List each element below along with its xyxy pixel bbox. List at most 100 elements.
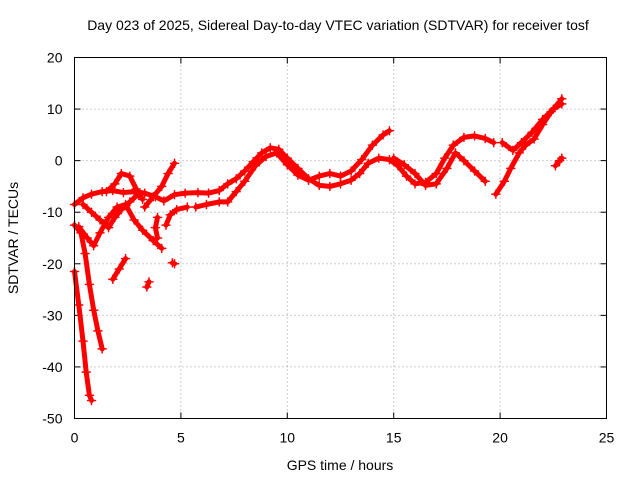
plus-marker bbox=[214, 185, 224, 196]
plus-marker bbox=[529, 134, 539, 144]
plus-marker bbox=[537, 114, 548, 125]
plus-marker bbox=[201, 199, 212, 210]
plus-marker bbox=[97, 344, 107, 354]
plus-marker bbox=[116, 204, 127, 215]
plus-marker bbox=[459, 155, 469, 166]
plus-marker bbox=[139, 202, 150, 212]
plus-marker bbox=[165, 210, 176, 220]
plus-marker bbox=[363, 158, 373, 168]
plus-marker bbox=[152, 212, 163, 223]
plus-marker bbox=[469, 131, 480, 141]
series-secondary-track bbox=[191, 125, 395, 212]
plus-marker bbox=[410, 168, 420, 179]
plus-marker bbox=[505, 163, 516, 174]
y-tick-label: 20 bbox=[47, 50, 63, 66]
plus-marker bbox=[182, 202, 193, 212]
plus-marker bbox=[95, 215, 105, 225]
plus-marker bbox=[440, 153, 450, 163]
plus-marker bbox=[129, 215, 139, 225]
plus-marker bbox=[314, 171, 324, 181]
plus-marker bbox=[508, 145, 518, 156]
plus-marker bbox=[169, 158, 180, 168]
plus-marker bbox=[557, 99, 567, 109]
plus-marker bbox=[169, 189, 180, 200]
plus-marker bbox=[82, 233, 93, 243]
plus-marker bbox=[469, 166, 480, 176]
plus-marker bbox=[399, 160, 410, 170]
plus-marker bbox=[557, 153, 567, 163]
plus-marker bbox=[346, 175, 356, 185]
plus-marker bbox=[420, 180, 431, 191]
plus-marker bbox=[116, 168, 127, 179]
plus-marker bbox=[401, 171, 412, 181]
plus-marker bbox=[257, 148, 267, 158]
plus-marker bbox=[78, 336, 88, 346]
plus-marker bbox=[282, 160, 293, 170]
plus-marker bbox=[142, 282, 152, 292]
plus-marker bbox=[148, 191, 158, 202]
plus-marker bbox=[497, 137, 507, 148]
y-tick-label: 0 bbox=[55, 153, 63, 169]
plus-marker bbox=[88, 240, 99, 251]
y-tick-label: -10 bbox=[42, 204, 62, 220]
plus-marker bbox=[514, 148, 525, 158]
plus-marker bbox=[144, 277, 154, 287]
y-tick-label: -20 bbox=[42, 256, 62, 272]
plus-marker bbox=[367, 140, 378, 150]
plus-marker bbox=[101, 186, 112, 197]
data-series bbox=[69, 94, 567, 406]
plus-marker bbox=[459, 132, 469, 143]
series-branch-short bbox=[150, 212, 163, 243]
series-end-blip bbox=[550, 153, 567, 171]
plus-marker bbox=[93, 326, 103, 336]
plus-marker bbox=[410, 179, 420, 189]
x-tick-label: 25 bbox=[599, 430, 615, 446]
series-hump-one bbox=[101, 168, 148, 205]
plus-marker bbox=[314, 180, 324, 191]
plus-marker bbox=[431, 179, 442, 189]
plus-marker bbox=[159, 196, 169, 206]
plus-marker bbox=[137, 194, 148, 205]
plus-marker bbox=[80, 248, 90, 259]
plus-marker bbox=[214, 197, 224, 207]
plus-marker bbox=[118, 187, 129, 198]
plus-marker bbox=[191, 202, 201, 212]
plus-marker bbox=[499, 176, 510, 187]
plus-marker bbox=[81, 367, 91, 377]
plus-marker bbox=[431, 168, 442, 179]
plus-marker bbox=[261, 151, 271, 162]
plus-marker bbox=[125, 197, 135, 207]
x-axis-label: GPS time / hours bbox=[287, 457, 394, 473]
series-line bbox=[193, 128, 392, 210]
plus-marker bbox=[527, 127, 537, 138]
series-line bbox=[163, 204, 190, 228]
y-axis-label: SDTVAR / TECUs bbox=[5, 182, 21, 294]
plus-marker bbox=[222, 197, 233, 207]
plus-marker bbox=[516, 137, 527, 148]
plus-marker bbox=[131, 184, 141, 194]
plus-marker bbox=[271, 148, 282, 158]
plus-marker bbox=[114, 264, 124, 274]
plus-marker bbox=[78, 199, 88, 210]
series-isolated bbox=[167, 258, 180, 269]
x-tick-label: 10 bbox=[280, 430, 296, 446]
plus-marker bbox=[250, 161, 261, 171]
x-tick-label: 0 bbox=[71, 430, 79, 446]
plus-marker bbox=[378, 130, 388, 140]
plus-marker bbox=[388, 153, 399, 163]
plus-marker bbox=[84, 279, 95, 290]
plus-marker bbox=[86, 395, 97, 406]
series-wiggle-two bbox=[78, 189, 144, 233]
plus-marker bbox=[293, 170, 303, 180]
plus-marker bbox=[86, 207, 97, 217]
y-tick-label: -40 bbox=[42, 359, 62, 375]
plus-marker bbox=[110, 212, 120, 223]
y-tick-label: -30 bbox=[42, 307, 62, 323]
plus-marker bbox=[95, 228, 105, 238]
plus-marker bbox=[491, 189, 501, 199]
plus-marker bbox=[325, 181, 335, 192]
series-late-rise-lower bbox=[497, 99, 567, 156]
plus-marker bbox=[137, 225, 148, 236]
plus-marker bbox=[239, 166, 250, 176]
